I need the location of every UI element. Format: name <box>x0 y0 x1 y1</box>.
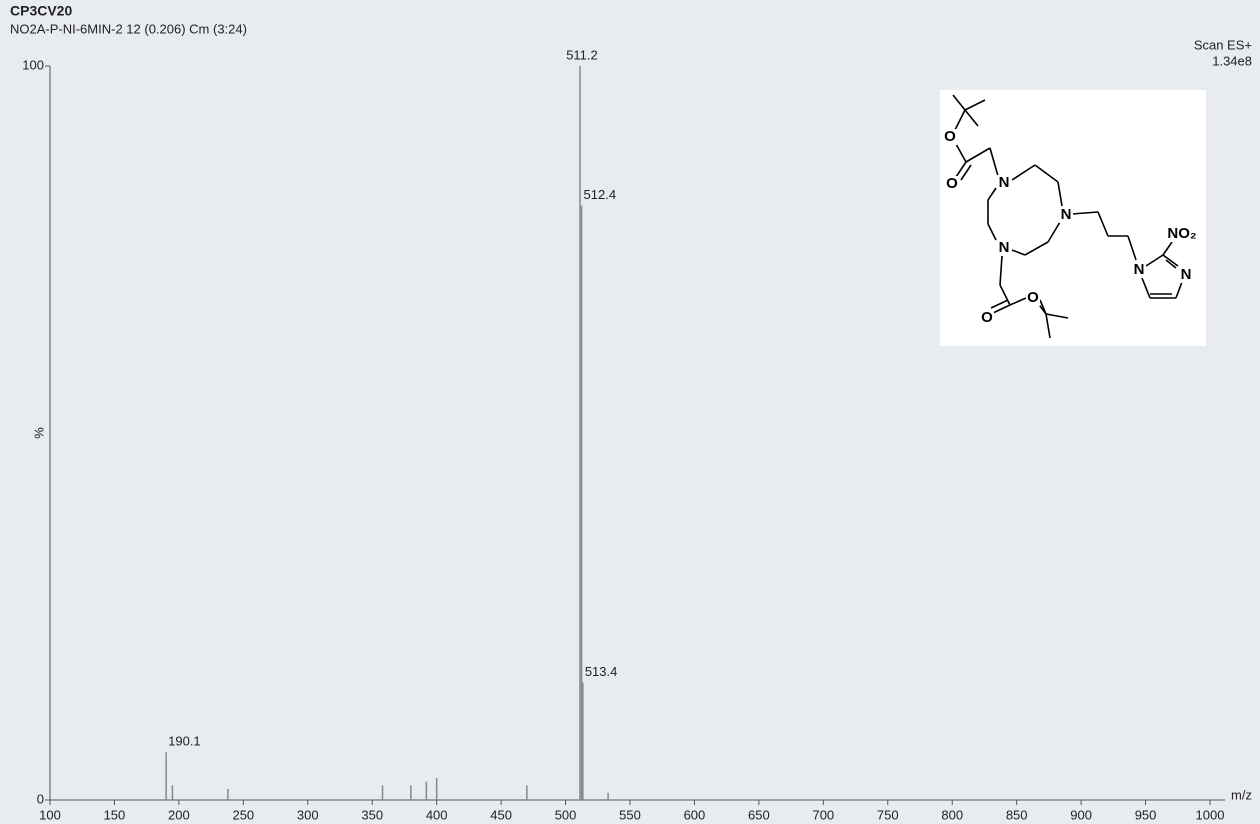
atom-label: O <box>946 175 958 192</box>
atom-bg <box>1026 290 1040 306</box>
y-tick-label: 0 <box>37 791 44 806</box>
x-tick-label: 500 <box>555 807 577 822</box>
y-axis-label: % <box>31 427 46 439</box>
x-tick-label: 150 <box>104 807 126 822</box>
peak-label: 513.4 <box>585 664 618 679</box>
scan-mode: Scan ES+ <box>1194 37 1252 52</box>
x-tick-label: 100 <box>39 807 61 822</box>
chart-title: CP3CV20 <box>10 3 72 19</box>
atom-bg <box>997 240 1011 256</box>
chart-subtitle: NO2A-P-NI-6MIN-2 12 (0.206) Cm (3:24) <box>10 21 247 36</box>
structure-inset: O O N N N N NO₂ N O O <box>940 90 1206 346</box>
atom-bg <box>1166 226 1198 242</box>
atom-bg <box>945 176 959 192</box>
x-tick-label: 800 <box>941 807 963 822</box>
intensity: 1.34e8 <box>1212 53 1252 68</box>
x-tick-label: 200 <box>168 807 190 822</box>
atom-label: NO₂ <box>1167 225 1196 242</box>
x-tick-label: 700 <box>812 807 834 822</box>
x-tick-label: 450 <box>490 807 512 822</box>
x-tick-label: 600 <box>684 807 706 822</box>
peak-label: 190.1 <box>168 734 201 749</box>
x-tick-label: 750 <box>877 807 899 822</box>
x-tick-label: 900 <box>1070 807 1092 822</box>
x-axis-label: m/z <box>1231 787 1252 802</box>
x-tick-label: 950 <box>1135 807 1157 822</box>
atom-bg <box>1132 262 1146 278</box>
atom-bg <box>997 175 1011 191</box>
x-tick-label: 350 <box>361 807 383 822</box>
atom-bg <box>1179 267 1193 283</box>
atom-label: O <box>981 309 993 326</box>
x-tick-label: 650 <box>748 807 770 822</box>
atom-bg <box>943 129 957 145</box>
atom-label: O <box>1027 289 1039 306</box>
atom-label: N <box>1181 266 1192 283</box>
x-tick-label: 400 <box>426 807 448 822</box>
x-tick-label: 550 <box>619 807 641 822</box>
x-tick-label: 850 <box>1006 807 1028 822</box>
peak-label: 511.2 <box>566 47 598 62</box>
atom-label: N <box>999 174 1010 191</box>
x-tick-label: 300 <box>297 807 319 822</box>
atom-label: N <box>1061 206 1072 223</box>
atom-bg <box>980 310 994 326</box>
atom-bg <box>1059 207 1073 223</box>
atom-label: O <box>944 128 956 145</box>
atom-label: N <box>1134 261 1145 278</box>
atom-label: N <box>999 239 1010 256</box>
x-tick-label: 250 <box>232 807 254 822</box>
x-tick-label: 1000 <box>1196 807 1225 822</box>
y-tick-label: 100 <box>22 57 44 72</box>
peak-label: 512.4 <box>584 187 617 202</box>
